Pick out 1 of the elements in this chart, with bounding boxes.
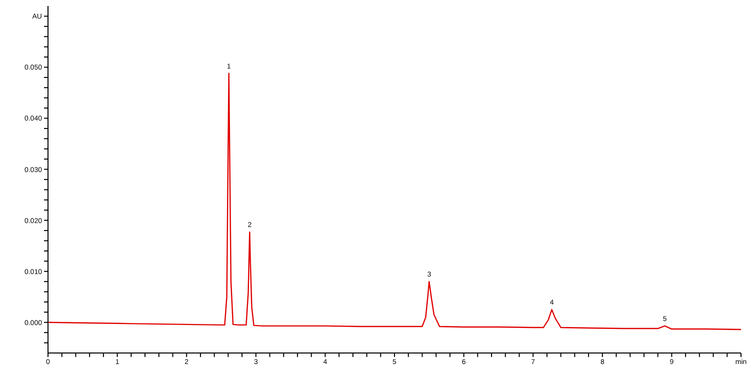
- line-series: [48, 72, 741, 330]
